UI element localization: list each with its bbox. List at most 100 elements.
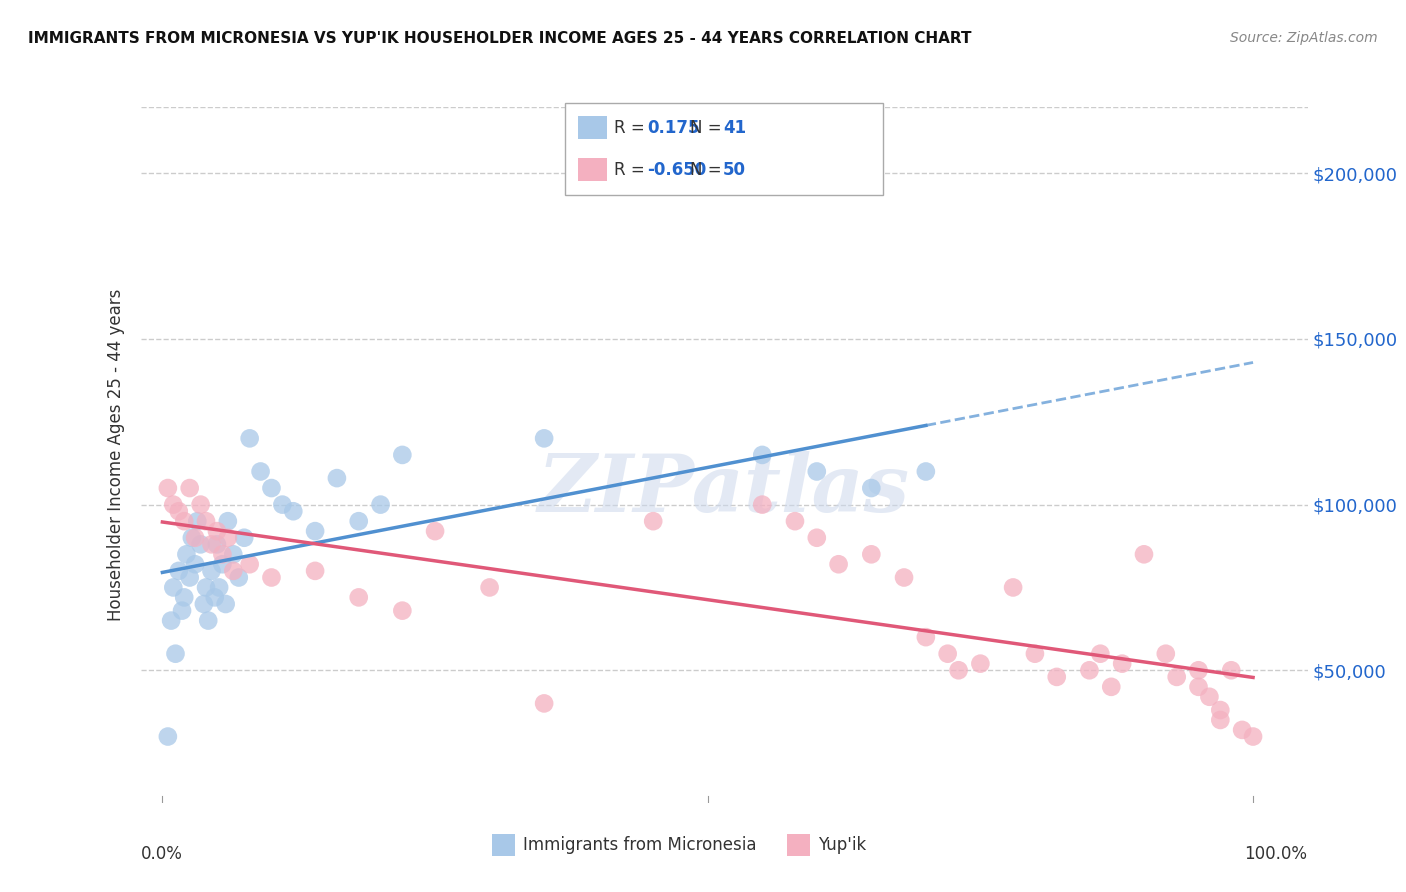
Text: 0.175: 0.175 — [647, 119, 700, 136]
Point — [195, 581, 218, 595]
Point — [249, 465, 271, 479]
Point — [271, 498, 294, 512]
Text: 41: 41 — [723, 119, 747, 136]
Point — [260, 481, 283, 495]
Point — [228, 570, 250, 584]
Point — [217, 514, 239, 528]
Text: 50: 50 — [723, 161, 747, 178]
Point — [643, 514, 665, 528]
Point — [915, 630, 938, 644]
Point — [211, 547, 233, 561]
Text: 0.0%: 0.0% — [141, 845, 183, 863]
Text: IMMIGRANTS FROM MICRONESIA VS YUP'IK HOUSEHOLDER INCOME AGES 25 - 44 YEARS CORRE: IMMIGRANTS FROM MICRONESIA VS YUP'IK HOU… — [28, 31, 972, 46]
Point — [156, 730, 179, 744]
Point — [1187, 680, 1209, 694]
Point — [860, 547, 883, 561]
Text: N =: N = — [690, 119, 721, 136]
Point — [915, 465, 938, 479]
Point — [304, 524, 326, 538]
Point — [215, 597, 238, 611]
Point — [1099, 680, 1122, 694]
Point — [1078, 663, 1101, 677]
Point — [179, 570, 201, 584]
Point — [347, 591, 370, 605]
Point — [751, 498, 773, 512]
Point — [222, 564, 245, 578]
Point — [162, 581, 184, 595]
Point — [1220, 663, 1243, 677]
Point — [195, 514, 218, 528]
Text: R =: R = — [614, 119, 645, 136]
Point — [1230, 723, 1253, 737]
Point — [391, 604, 413, 618]
Point — [204, 591, 226, 605]
Y-axis label: Householder Income Ages 25 - 44 years: Householder Income Ages 25 - 44 years — [107, 289, 125, 621]
Point — [197, 614, 219, 628]
Point — [180, 531, 202, 545]
Point — [347, 514, 370, 528]
Point — [533, 697, 555, 711]
Point — [391, 448, 413, 462]
Point — [478, 581, 501, 595]
Point — [176, 547, 198, 561]
Point — [205, 537, 228, 551]
Point — [423, 524, 446, 538]
Point — [827, 558, 849, 572]
Point — [233, 531, 256, 545]
Point — [160, 614, 183, 628]
Point — [783, 514, 806, 528]
Point — [211, 558, 233, 572]
Point — [860, 481, 883, 495]
Point — [222, 547, 245, 561]
Text: Yup'ik: Yup'ik — [818, 836, 866, 855]
Point — [304, 564, 326, 578]
Point — [184, 531, 207, 545]
Point — [1002, 581, 1025, 595]
Point — [1187, 663, 1209, 677]
Point — [370, 498, 392, 512]
Point — [1090, 647, 1112, 661]
Point — [936, 647, 959, 661]
Point — [969, 657, 991, 671]
Point — [1046, 670, 1069, 684]
Point — [1024, 647, 1046, 661]
Point — [1241, 730, 1264, 744]
Point — [200, 537, 222, 551]
Point — [205, 524, 228, 538]
Point — [179, 481, 201, 495]
Point — [208, 581, 231, 595]
Point — [167, 504, 190, 518]
Point — [1209, 713, 1232, 727]
Point — [948, 663, 970, 677]
Point — [186, 514, 208, 528]
Point — [165, 647, 187, 661]
Point — [170, 604, 193, 618]
Point — [1209, 703, 1232, 717]
Point — [173, 514, 195, 528]
Point — [162, 498, 184, 512]
Point — [1166, 670, 1188, 684]
Point — [1198, 690, 1220, 704]
Point — [1111, 657, 1133, 671]
Text: N =: N = — [690, 161, 721, 178]
Point — [193, 597, 215, 611]
Point — [217, 531, 239, 545]
Point — [1133, 547, 1156, 561]
Point — [190, 498, 212, 512]
Point — [260, 570, 283, 584]
Point — [190, 537, 212, 551]
Text: Source: ZipAtlas.com: Source: ZipAtlas.com — [1230, 31, 1378, 45]
Text: 100.0%: 100.0% — [1244, 845, 1308, 863]
Text: -0.650: -0.650 — [647, 161, 706, 178]
Point — [156, 481, 179, 495]
Text: R =: R = — [614, 161, 645, 178]
Point — [806, 465, 828, 479]
Point — [200, 564, 222, 578]
Point — [893, 570, 915, 584]
Point — [239, 558, 262, 572]
Point — [326, 471, 349, 485]
Point — [533, 431, 555, 445]
Text: ZIPatlas: ZIPatlas — [538, 451, 910, 528]
Point — [167, 564, 190, 578]
Point — [283, 504, 305, 518]
